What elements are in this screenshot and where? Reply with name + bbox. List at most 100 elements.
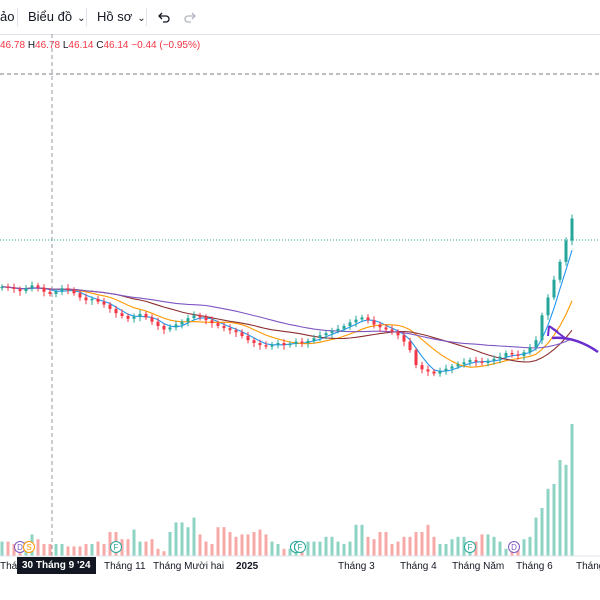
volume-bar [192, 517, 196, 556]
volume-bar [42, 544, 46, 556]
candle-body [90, 298, 94, 301]
profile-menu-button[interactable]: Hồ sơ ⌄ [97, 9, 146, 24]
candle-body [360, 317, 364, 320]
chart-menu-button[interactable]: Biểu đồ ⌄ [28, 9, 85, 24]
volume-bar [6, 541, 10, 556]
candle-body [0, 286, 4, 289]
candle-body [36, 285, 40, 288]
volume-bar [66, 546, 70, 556]
volume-bar [342, 544, 346, 556]
candle-body [66, 288, 70, 290]
candle-body [126, 316, 130, 319]
volume-bar [474, 541, 478, 556]
volume-bar [168, 532, 172, 556]
candle-body [234, 330, 238, 333]
candle-body [42, 287, 46, 292]
chart-menu-label: Biểu đồ [28, 9, 73, 24]
candle-body [252, 340, 256, 343]
alerts-button[interactable]: ảo [0, 9, 15, 24]
volume-bar [390, 544, 394, 556]
candle-body [570, 218, 574, 241]
candle-body [12, 287, 16, 289]
earnings-event-marker[interactable]: F [294, 541, 306, 553]
candle-body [396, 331, 400, 336]
volume-bar [564, 464, 568, 556]
volume-bar [552, 484, 556, 556]
undo-icon[interactable] [157, 10, 171, 24]
volume-bar [186, 527, 190, 556]
candle-body [552, 279, 556, 298]
candle-body [192, 315, 196, 319]
volume-bar [222, 527, 226, 556]
candle-body [84, 297, 88, 301]
candle-body [216, 323, 220, 326]
candle-body [78, 293, 82, 298]
volume-bar [246, 534, 250, 556]
candle-body [492, 358, 496, 361]
volume-bar [150, 539, 154, 556]
time-axis-label: Tháng 4 [400, 561, 437, 572]
change-value: −0.44 (−0.95%) [131, 40, 201, 51]
candle-body [150, 317, 154, 322]
volume-bar [306, 541, 310, 556]
candle-body [108, 304, 112, 309]
volume-bar [60, 544, 64, 556]
volume-bar [324, 536, 328, 556]
candle-body [144, 313, 148, 318]
volume-bar [570, 424, 574, 556]
volume-bar [372, 539, 376, 556]
candle-body [18, 289, 22, 292]
candle-body [420, 365, 424, 370]
open-value: 46.78 [0, 40, 26, 51]
time-axis-label: 2025 [236, 561, 259, 572]
candle-body [138, 313, 142, 317]
ohlc-legend: 46.78 H46.78 L46.14 C46.14 −0.44 (−0.95%… [0, 40, 200, 51]
volume-bar [312, 541, 316, 556]
dividend-event-marker[interactable]: D [508, 541, 520, 553]
candle-body [348, 322, 352, 326]
time-axis-label: Tháng Mười hai [153, 561, 225, 572]
toolbar-divider [86, 8, 87, 26]
candle-body [228, 328, 232, 331]
candle-body [528, 347, 532, 353]
redo-icon[interactable] [183, 10, 197, 24]
candle-body [30, 285, 34, 289]
volume-bar [216, 527, 220, 556]
earnings-event-marker[interactable]: F [110, 541, 122, 553]
volume-bar [144, 541, 148, 556]
time-axis-label: Tháng [576, 561, 600, 572]
candle-body [162, 326, 166, 330]
volume-bar [156, 548, 160, 556]
candle-body [186, 318, 190, 322]
volume-bar [528, 536, 532, 556]
candle-body [342, 326, 346, 329]
volume-bar [348, 541, 352, 556]
volume-bar [54, 544, 58, 556]
earnings-event-marker[interactable]: F [464, 541, 476, 553]
candle-body [48, 291, 52, 294]
candle-body [378, 324, 382, 328]
volume-bar [546, 488, 550, 556]
candle-body [390, 329, 394, 332]
time-axis-label: Tháng 3 [338, 561, 375, 572]
ma-medium-line [1, 286, 573, 368]
candle-body [132, 316, 136, 319]
volume-bar [414, 532, 418, 556]
volume-bar [384, 532, 388, 556]
toolbar-divider [17, 8, 18, 26]
candle-body [516, 354, 520, 356]
volume-bar [180, 522, 184, 556]
candle-body [474, 360, 478, 362]
split-event-marker[interactable]: S [23, 541, 35, 553]
candle-body [432, 371, 436, 374]
volume-bar [408, 536, 412, 556]
candle-body [534, 340, 538, 348]
volume-bar [252, 532, 256, 556]
volume-bar [450, 539, 454, 556]
volume-bar [456, 536, 460, 556]
low-label: L [62, 40, 69, 51]
candle-body [72, 289, 76, 294]
moving-averages [1, 250, 573, 372]
candle-body [240, 332, 244, 336]
